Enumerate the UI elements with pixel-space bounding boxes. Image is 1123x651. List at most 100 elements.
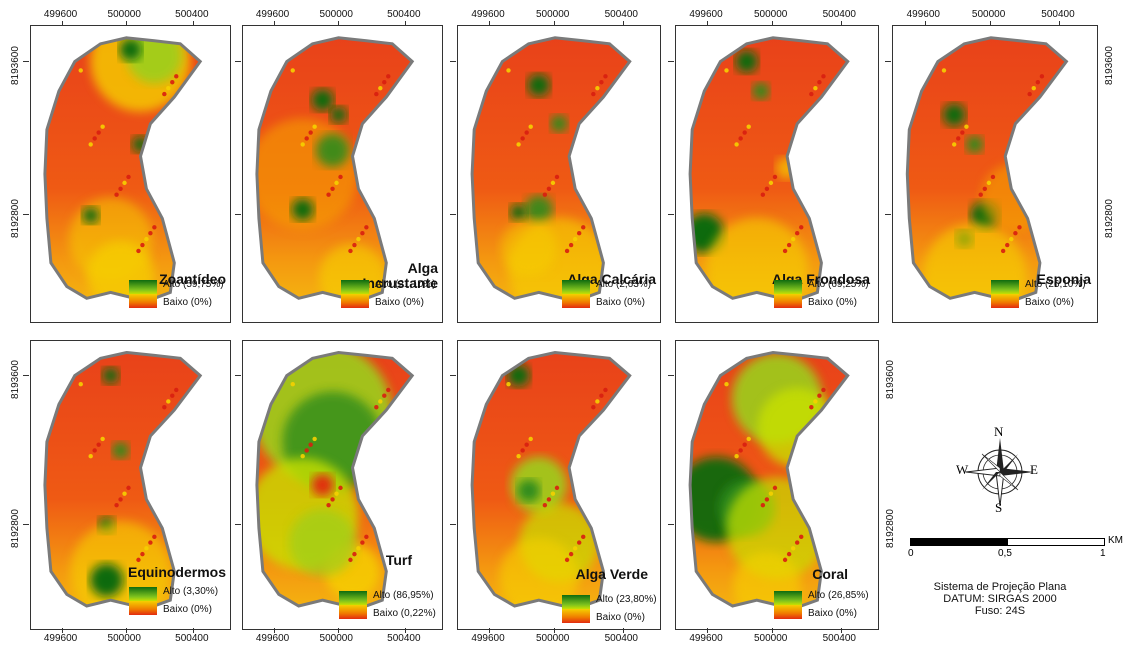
x-tick-label: 499600 — [255, 9, 290, 20]
x-tick-mark — [840, 21, 842, 26]
legend-ramp-high — [129, 280, 157, 294]
species-title: Coral — [812, 567, 848, 582]
x-tick-label: 500000 — [107, 633, 141, 644]
x-tick-label: 499600 — [689, 9, 723, 20]
x-tick-label: 500000 — [753, 9, 788, 20]
x-tick-label: 499600 — [906, 9, 940, 20]
species-title-line: Incrustante — [362, 275, 438, 291]
y-tick-label: 8193600 — [1104, 45, 1115, 85]
x-tick-label: 499600 — [471, 633, 505, 644]
x-tick-label: 500000 — [535, 9, 570, 20]
x-tick-label: 500400 — [175, 9, 209, 20]
x-tick-mark — [707, 628, 709, 633]
x-tick-mark — [405, 21, 407, 26]
interpolation-map — [470, 350, 632, 611]
x-tick-mark — [405, 628, 407, 633]
legend-alto-label: Alto (69,25%) — [808, 279, 869, 290]
y-tick-label: 8193600 — [10, 45, 21, 85]
species-title: Alga Verde — [576, 567, 648, 582]
map-panel-alga-calcaria: Alga Calcária Alto (2,63%) Baixo (0%) — [457, 25, 661, 323]
x-tick-label: 500400 — [604, 9, 638, 20]
y-tick-label: 8193600 — [10, 359, 21, 399]
x-tick-label: 500400 — [1041, 9, 1075, 20]
x-tick-label: 499600 — [43, 9, 78, 20]
map-panel-equinodermos: Equinodermos Alto (3,30%) Baixo (0%) — [30, 340, 231, 630]
x-tick-mark — [924, 21, 926, 26]
y-tick-mark — [885, 214, 891, 216]
island-outline — [470, 36, 632, 303]
species-title: Equinodermos — [128, 565, 226, 580]
y-tick-label: 8192800 — [10, 509, 21, 549]
compass-s-label: S — [995, 500, 1003, 515]
x-tick-mark — [337, 628, 339, 633]
legend-baixo-label: Baixo (0%) — [596, 297, 645, 308]
y-tick-mark — [668, 214, 674, 216]
x-tick-mark — [989, 21, 991, 26]
x-tick-label: 499600 — [43, 633, 78, 644]
y-tick-label: 8192800 — [10, 199, 21, 239]
legend-ramp-low — [774, 294, 802, 308]
legend-ramp-low — [991, 294, 1019, 308]
y-tick-mark — [23, 524, 29, 526]
compass-w-label: W — [956, 462, 969, 477]
island-outline — [905, 36, 1069, 303]
island-outline — [688, 350, 850, 611]
interpolation-map — [255, 350, 415, 611]
species-title-line: Alga — [407, 260, 438, 276]
species-title-line: Alga Verde — [575, 566, 648, 582]
x-tick-mark — [125, 628, 127, 633]
interpolation-map — [43, 350, 203, 611]
legend-alto-label: Alto (21,10%) — [375, 279, 436, 290]
y-tick-mark — [668, 524, 674, 526]
scale-label-0: 0 — [908, 548, 914, 559]
x-tick-mark — [489, 21, 491, 26]
x-tick-label: 500400 — [604, 633, 638, 644]
legend-ramp-low — [774, 605, 802, 619]
y-tick-mark — [23, 374, 29, 376]
scale-unit: KM — [1108, 535, 1123, 546]
species-title-line: Equinodermos — [127, 564, 226, 580]
x-tick-mark — [1059, 21, 1061, 26]
interpolation-map — [255, 36, 415, 303]
x-tick-label: 500400 — [822, 633, 856, 644]
legend-baixo-label: Baixo (0%) — [1025, 297, 1074, 308]
species-title: Alga Incrustante — [363, 261, 438, 291]
legend-ramp-low — [341, 294, 369, 308]
x-tick-mark — [622, 21, 624, 26]
legend-ramp-low — [562, 609, 590, 623]
map-panel-zoantideo: Zoantídeo Alto (59,75%) Baixo (0%) — [30, 25, 231, 323]
x-tick-mark — [489, 628, 491, 633]
x-tick-mark — [771, 21, 773, 26]
legend-alto-label: Alto (26,85%) — [808, 590, 869, 601]
legend-alto-label: Alto (26,10%) — [1025, 279, 1086, 290]
legend-alto-label: Alto (3,30%) — [163, 586, 219, 597]
island-outline — [688, 36, 850, 303]
x-tick-label: 499600 — [471, 9, 505, 20]
x-tick-label: 500000 — [319, 9, 353, 20]
x-tick-mark — [273, 21, 275, 26]
legend-ramp-high — [774, 591, 802, 605]
y-tick-mark — [23, 60, 29, 62]
x-tick-mark — [125, 21, 127, 26]
map-panel-alga-frondosa: Alga Frondosa Alto (69,25%) Baixo (0%) — [675, 25, 879, 323]
x-tick-mark — [273, 628, 275, 633]
x-tick-label: 500000 — [535, 633, 570, 644]
x-tick-label: 499600 — [255, 633, 290, 644]
legend-baixo-label: Baixo (0,22%) — [373, 608, 436, 619]
y-tick-label: 8192800 — [885, 509, 896, 549]
compass-n-label: N — [994, 424, 1004, 439]
island-outline — [43, 350, 203, 611]
island-outline — [470, 350, 632, 611]
map-panel-alga-verde: Alga Verde Alto (23,80%) Baixo (0%) — [457, 340, 661, 630]
x-tick-mark — [193, 21, 195, 26]
legend-ramp-low — [129, 601, 157, 615]
legend-ramp-high — [562, 280, 590, 294]
x-tick-mark — [840, 628, 842, 633]
species-title-line: Turf — [385, 552, 412, 568]
x-tick-label: 500000 — [971, 9, 1006, 20]
legend-baixo-label: Baixo (0%) — [596, 612, 645, 623]
x-tick-label: 500000 — [753, 633, 788, 644]
projection-info: Sistema de Projeção Plana DATUM: SIRGAS … — [920, 581, 1080, 617]
legend-ramp-high — [341, 280, 369, 294]
scale-label-1: 1 — [1100, 548, 1106, 559]
